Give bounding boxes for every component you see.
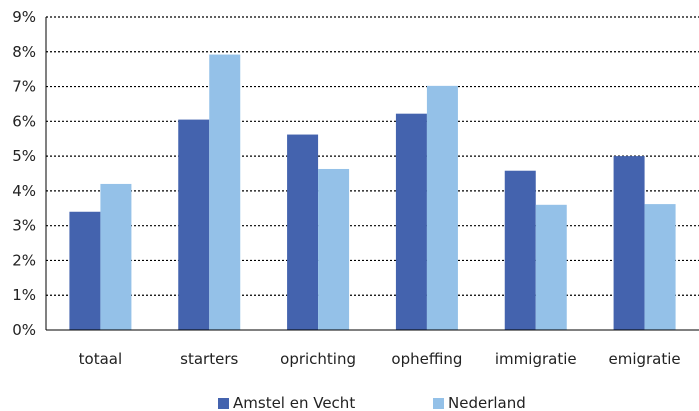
bar-amstel-en-vecht-totaal: [69, 211, 101, 330]
x-category-label: totaal: [79, 350, 123, 368]
y-tick-label: 7%: [12, 78, 36, 96]
bar-amstel-en-vecht-oprichting: [287, 134, 319, 330]
legend-swatch: [433, 398, 444, 409]
y-tick-label: 2%: [12, 251, 36, 269]
bar-nederland-emigratie: [644, 204, 676, 330]
bar-nederland-opheffing: [426, 85, 458, 330]
bars: [69, 54, 676, 331]
y-tick-label: 0%: [12, 321, 36, 339]
legend-swatch: [218, 398, 229, 409]
y-tick-label: 3%: [12, 217, 36, 235]
x-category-label: opheffing: [391, 350, 462, 368]
y-tick-label: 6%: [12, 112, 36, 130]
y-tick-label: 9%: [12, 8, 36, 26]
bar-nederland-oprichting: [318, 168, 350, 330]
bar-amstel-en-vecht-emigratie: [613, 156, 645, 330]
y-tick-label: 4%: [12, 182, 36, 200]
legend: Amstel en Vecht Nederland: [218, 394, 526, 411]
legend-label: Nederland: [448, 394, 526, 411]
bar-nederland-totaal: [100, 183, 132, 330]
bar-amstel-en-vecht-immigratie: [504, 170, 536, 330]
x-category-label: starters: [180, 350, 238, 368]
y-tick-label: 5%: [12, 147, 36, 165]
y-tick-label: 1%: [12, 286, 36, 304]
y-axis-ticks: 0% 1% 2% 3% 4% 5% 6% 7% 8% 9%: [12, 8, 36, 339]
legend-label: Amstel en Vecht: [233, 394, 355, 411]
bar-amstel-en-vecht-opheffing: [395, 113, 427, 330]
x-category-label: emigratie: [608, 350, 680, 368]
x-axis-categories: totaal starters oprichting opheffing immigra…: [79, 350, 681, 368]
x-category-label: immigratie: [495, 350, 577, 368]
gridlines: [46, 16, 699, 296]
bar-nederland-starters: [209, 54, 241, 331]
bar-nederland-immigratie: [535, 204, 567, 330]
bar-amstel-en-vecht-starters: [178, 119, 210, 330]
x-category-label: oprichting: [280, 350, 356, 368]
y-tick-label: 8%: [12, 43, 36, 61]
